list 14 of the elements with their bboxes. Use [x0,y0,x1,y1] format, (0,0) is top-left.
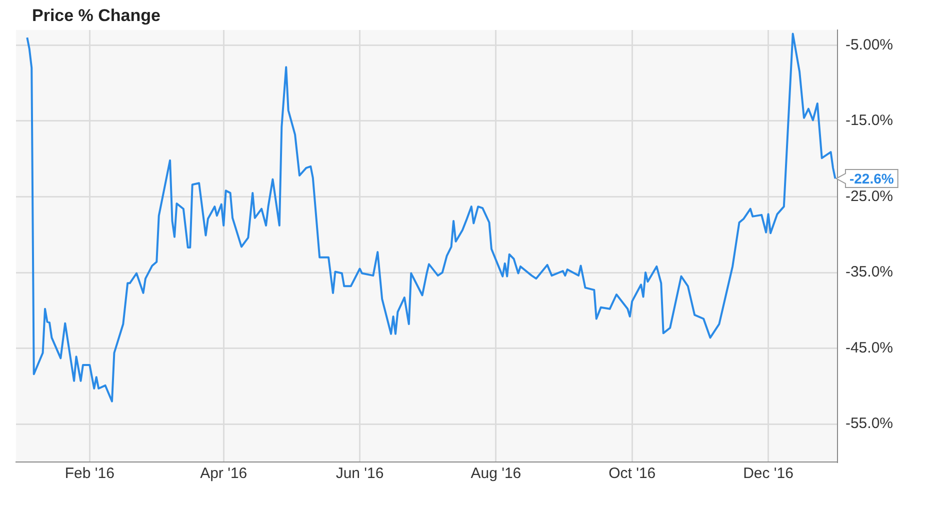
annotation: -22.6% [849,170,894,186]
x-tick-label: Dec '16 [743,465,794,482]
x-tick-label: Aug '16 [470,465,522,482]
x-tick-label: Apr '16 [200,465,248,482]
x-tick-label: Jun '16 [336,465,384,482]
x-tick-label: Oct '16 [608,465,656,482]
x-tick-label: Feb '16 [64,465,114,482]
y-tick-label: -15.0% [845,112,894,130]
y-tick-label: -55.0% [845,415,894,432]
y-tick-label: -45.0% [845,339,894,356]
y-tick-label: -5.00% [845,36,894,54]
y-tick-label: -35.0% [845,264,894,281]
chart-title: Price % Change [24,4,168,28]
y-tick-label: -25.0% [845,188,894,205]
